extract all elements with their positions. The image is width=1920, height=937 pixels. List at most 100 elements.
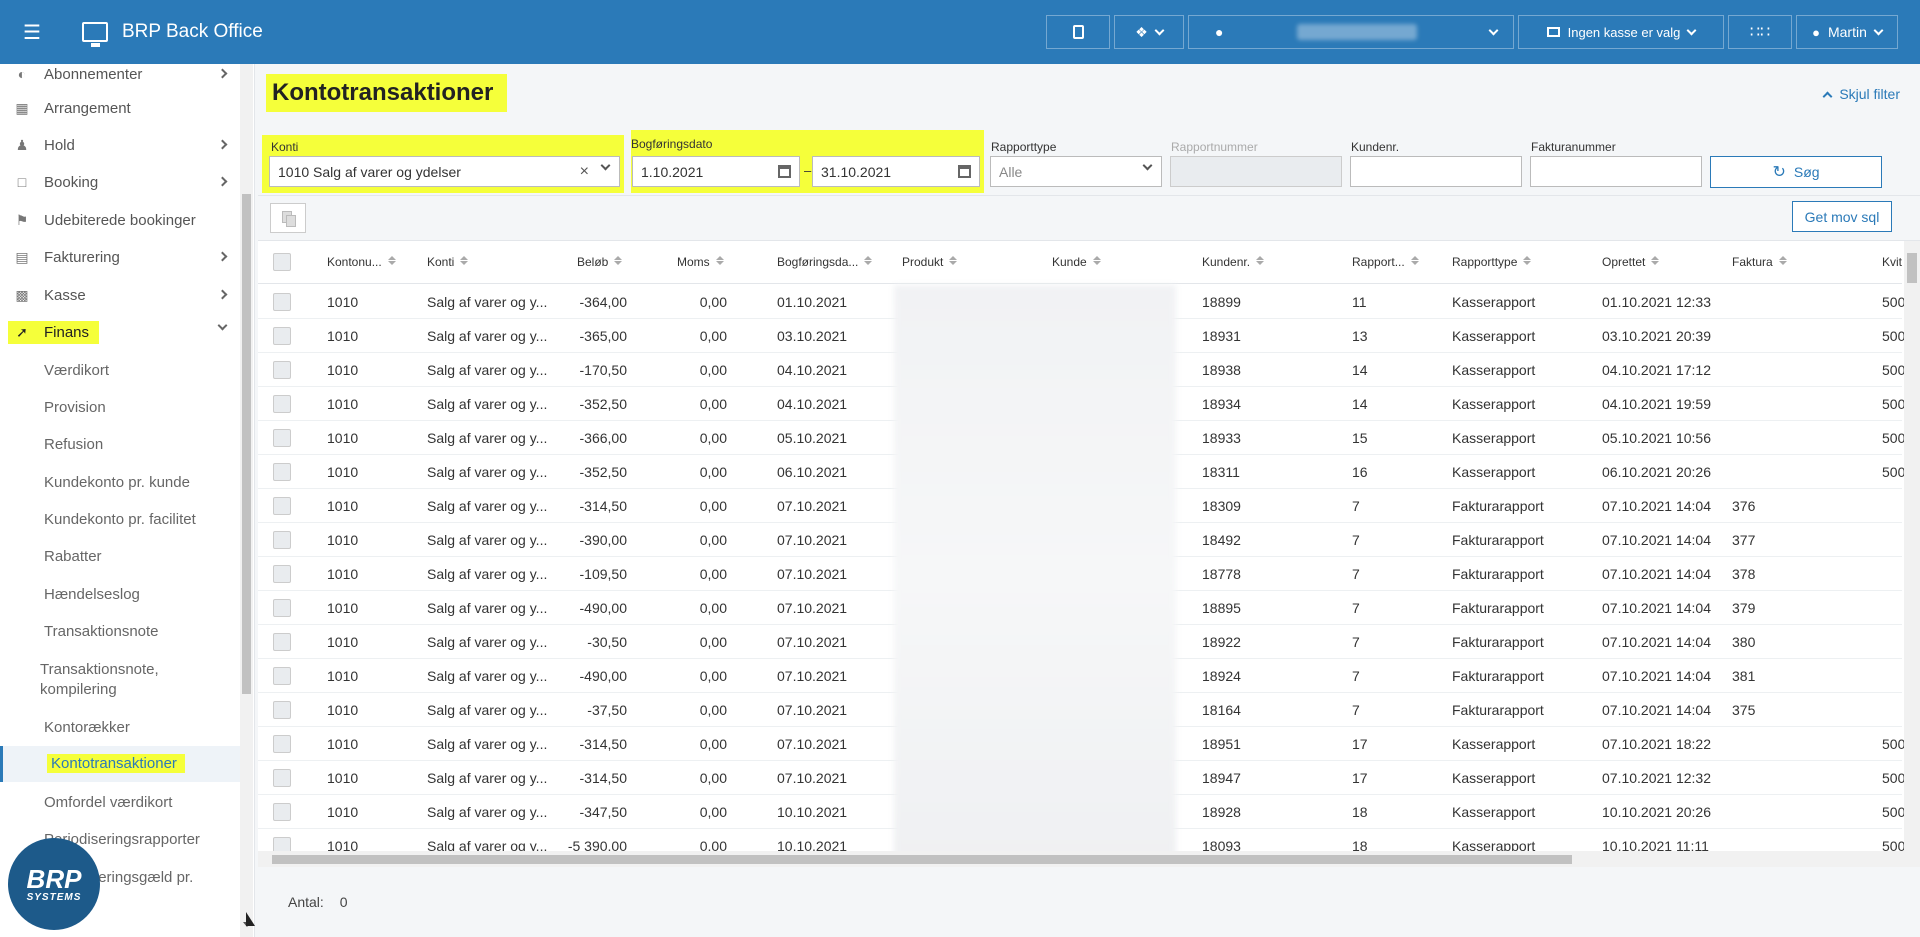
sidebar-item-fakturering[interactable]: ▤ Fakturering — [0, 239, 240, 275]
cell-rapporttype: Kasserapport — [1452, 464, 1536, 480]
register-select[interactable]: Ingen kasse er valg — [1518, 15, 1724, 49]
cell-beloeb: -37,50 — [587, 702, 627, 718]
cell-rapportnummer: 7 — [1352, 668, 1360, 684]
column-header-produkt[interactable]: Produkt — [902, 241, 958, 284]
column-header-rapporttype[interactable]: Rapporttype — [1452, 241, 1532, 284]
sidebar-scrollbar[interactable] — [240, 64, 253, 937]
row-checkbox[interactable] — [273, 701, 291, 719]
row-checkbox[interactable] — [273, 429, 291, 447]
apps-button[interactable]: ∷∷ — [1728, 15, 1792, 49]
sidebar-sub-transaktionsnote-kompilering[interactable]: Transaktionsnote, kompilering — [40, 661, 159, 698]
column-header-moms[interactable]: Moms — [677, 241, 724, 284]
sidebar-item-booking[interactable]: □ Booking — [0, 164, 240, 200]
column-header-faktura[interactable]: Faktura — [1732, 241, 1787, 284]
sidebar-sub-vaerdikort[interactable]: Værdikort — [44, 362, 110, 379]
cell-bogfoeringsdato: 07.10.2021 — [777, 668, 848, 684]
user-menu[interactable]: ● Martin — [1796, 15, 1898, 49]
sidebar-sub-haendelseslog[interactable]: Hændelseslog — [44, 586, 140, 603]
cell-rapportnummer: 7 — [1352, 600, 1360, 616]
row-checkbox[interactable] — [273, 769, 291, 787]
table-row[interactable]: 1010 Salg af varer og y... -347,50 0,00 10.1… — [258, 795, 1905, 829]
calculator-button[interactable] — [1046, 15, 1110, 49]
column-header-kundenr[interactable]: Kundenr. — [1202, 241, 1265, 284]
search-button-label: Søg — [1793, 164, 1820, 180]
column-header-kontonummer[interactable]: Kontonu... — [327, 241, 396, 284]
get-sql-button[interactable]: Get mov sql — [1792, 201, 1892, 232]
tags-dropdown[interactable]: ❖ — [1114, 15, 1184, 49]
sidebar-item-abonnementer[interactable]: ◐ Abonnementer — [0, 64, 240, 92]
grid-vertical-scrollbar[interactable] — [1904, 241, 1920, 867]
column-header-oprettet[interactable]: Oprettet — [1602, 241, 1660, 284]
sidebar-item-finans[interactable]: ➚ Finans — [0, 314, 240, 350]
calendar-icon[interactable] — [958, 165, 971, 178]
row-checkbox[interactable] — [273, 803, 291, 821]
grid-vertical-scrollbar-thumb[interactable] — [1907, 253, 1917, 283]
cell-moms: 0,00 — [699, 396, 727, 412]
sidebar-sub-kundekonto-pr-kunde[interactable]: Kundekonto pr. kunde — [44, 474, 190, 491]
column-header-beloeb[interactable]: Beløb — [577, 241, 623, 284]
report-type-value: Alle — [999, 163, 1023, 180]
sidebar-sub-provision[interactable]: Provision — [44, 399, 106, 416]
cell-konti: Salg af varer og y... — [427, 464, 548, 480]
sidebar-item-udebiterede-bookinger[interactable]: ⚑ Udebiterede bookinger — [0, 202, 240, 238]
invoice-no-input[interactable] — [1530, 156, 1702, 187]
row-checkbox[interactable] — [273, 735, 291, 753]
row-checkbox[interactable] — [273, 497, 291, 515]
cell-konti: Salg af varer og y... — [427, 396, 548, 412]
report-type-select[interactable]: Alle — [990, 156, 1162, 187]
row-checkbox[interactable] — [273, 327, 291, 345]
sidebar-sub-kundekonto-pr-facilitet[interactable]: Kundekonto pr. facilitet — [44, 511, 196, 528]
sidebar-sub-refusion[interactable]: Refusion — [44, 436, 104, 453]
location-select[interactable]: ● — [1188, 15, 1514, 49]
row-checkbox[interactable] — [273, 667, 291, 685]
row-checkbox[interactable] — [273, 293, 291, 311]
column-header-rapportnummer[interactable]: Rapport... — [1352, 241, 1419, 284]
grid-horizontal-scrollbar-thumb[interactable] — [272, 855, 1572, 864]
cell-bogfoeringsdato: 07.10.2021 — [777, 736, 848, 752]
column-header-bogfoeringsdato[interactable]: Bogføringsda... — [777, 241, 873, 284]
cell-kvittering: 500 — [1882, 736, 1906, 752]
hamburger-icon[interactable]: ☰ — [23, 21, 41, 44]
grid-horizontal-scrollbar[interactable] — [258, 851, 1904, 867]
row-checkbox[interactable] — [273, 565, 291, 583]
sidebar-sub-transaktionsnote[interactable]: Transaktionsnote — [44, 623, 159, 640]
sidebar-item-label: Abonnementer — [44, 65, 143, 83]
date-to-input[interactable]: 31.10.2021 — [812, 156, 980, 187]
column-header-kunde[interactable]: Kunde — [1052, 241, 1101, 284]
cell-rapporttype: Fakturarapport — [1452, 600, 1544, 616]
row-checkbox[interactable] — [273, 361, 291, 379]
sidebar-sub-periodiseringsrapporter[interactable]: Periodiseringsrapporter — [44, 831, 200, 848]
date-from-input[interactable]: 1.10.2021 — [632, 156, 800, 187]
sidebar-item-arrangement[interactable]: ▦ Arrangement — [0, 90, 240, 126]
search-button[interactable]: ↻ Søg — [1710, 156, 1882, 188]
konti-select[interactable]: 1010 Salg af varer og ydelser × — [269, 156, 620, 187]
clear-icon[interactable]: × — [579, 163, 589, 180]
hide-filter-link[interactable]: Skjul filter — [1822, 86, 1900, 102]
sidebar-scrollbar-thumb[interactable] — [242, 194, 251, 694]
row-checkbox[interactable] — [273, 395, 291, 413]
customer-no-input[interactable] — [1350, 156, 1522, 187]
sidebar-sub-kontoraekker[interactable]: Kontorækker — [44, 719, 130, 736]
sidebar-sub-rabatter[interactable]: Rabatter — [44, 548, 102, 565]
column-header-konti[interactable]: Konti — [427, 241, 469, 284]
cell-faktura — [1732, 319, 1852, 353]
column-header-kvittering[interactable]: Kvit — [1882, 241, 1902, 284]
row-checkbox[interactable] — [273, 531, 291, 549]
sidebar-sub-omfordel-vaerdikort[interactable]: Omfordel værdikort — [44, 794, 173, 811]
sidebar-item-hold[interactable]: ♟ Hold — [0, 127, 240, 163]
sidebar-item-kasse[interactable]: ▩ Kasse — [0, 277, 240, 313]
row-checkbox[interactable] — [273, 463, 291, 481]
chevron-down-icon — [1873, 25, 1884, 35]
row-checkbox[interactable] — [273, 599, 291, 617]
select-all-checkbox[interactable] — [273, 253, 291, 271]
app-brand[interactable]: BRP Back Office — [82, 21, 263, 47]
cart-icon: □ — [17, 174, 27, 190]
cell-kontonummer: 1010 — [327, 838, 359, 854]
copy-button[interactable] — [270, 203, 306, 233]
sidebar-sub-kontotransaktioner[interactable]: Kontotransaktioner — [0, 746, 240, 782]
cell-beloeb: -352,50 — [579, 464, 627, 480]
calendar-icon[interactable] — [778, 165, 791, 178]
cell-moms: 0,00 — [699, 804, 727, 820]
row-checkbox[interactable] — [273, 633, 291, 651]
cell-faktura — [1732, 353, 1852, 387]
